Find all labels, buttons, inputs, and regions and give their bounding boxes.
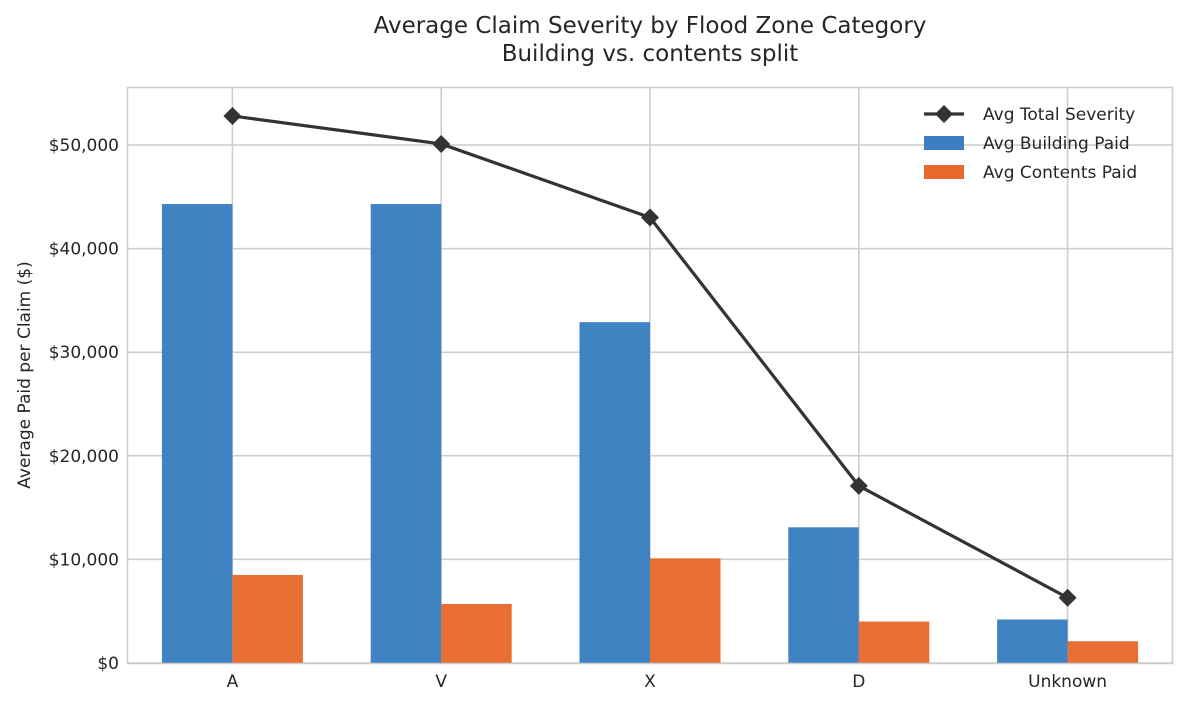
y-tick-label: $40,000 — [49, 240, 119, 260]
x-tick-label: A — [227, 672, 239, 692]
legend-bar-swatch — [924, 136, 964, 150]
building-bar — [997, 619, 1068, 663]
y-tick-label: $50,000 — [49, 136, 119, 156]
tick-labels-group: $0 $10,000 $20,000 $30,000 $40,000 $50,000 A V X… — [49, 136, 1107, 692]
total-severity-marker — [849, 476, 868, 495]
contents-bar — [232, 574, 303, 663]
x-tick-label: D — [852, 672, 865, 692]
legend-bar-swatch — [924, 165, 964, 179]
x-tick-label: Unknown — [1028, 672, 1107, 692]
contents-bar — [1067, 641, 1139, 663]
chart-title: Average Claim Severity by Flood Zone Cat… — [374, 13, 927, 39]
x-tick-label: V — [435, 672, 447, 692]
y-axis-label: Average Paid per Claim ($) — [15, 261, 35, 488]
contents-bar — [441, 603, 512, 663]
legend: Avg Total Severity Avg Building Paid Avg C… — [924, 105, 1137, 183]
contents-bar — [650, 558, 721, 663]
total-severity-marker — [223, 106, 242, 125]
building-bar — [161, 204, 233, 663]
building-bar — [788, 527, 859, 663]
y-tick-label: $20,000 — [49, 447, 119, 467]
legend-label: Avg Total Severity — [983, 105, 1135, 125]
y-tick-label: $30,000 — [49, 343, 119, 363]
y-tick-label: $0 — [97, 654, 119, 674]
bars-group — [161, 204, 1139, 663]
building-bar — [370, 204, 442, 663]
building-bar — [579, 322, 650, 663]
chart-subtitle: Building vs. contents split — [502, 41, 799, 67]
total-severity-marker — [1058, 588, 1077, 607]
contents-bar — [858, 621, 930, 663]
legend-label: Avg Contents Paid — [983, 163, 1137, 183]
line-series-group — [223, 106, 1077, 607]
x-tick-label: X — [644, 672, 656, 692]
legend-diamond-marker — [935, 105, 953, 123]
y-tick-label: $10,000 — [49, 550, 119, 570]
total-severity-marker — [432, 134, 451, 153]
legend-label: Avg Building Paid — [983, 134, 1130, 154]
total-severity-marker — [641, 208, 659, 227]
plot-frame — [126, 86, 1174, 665]
